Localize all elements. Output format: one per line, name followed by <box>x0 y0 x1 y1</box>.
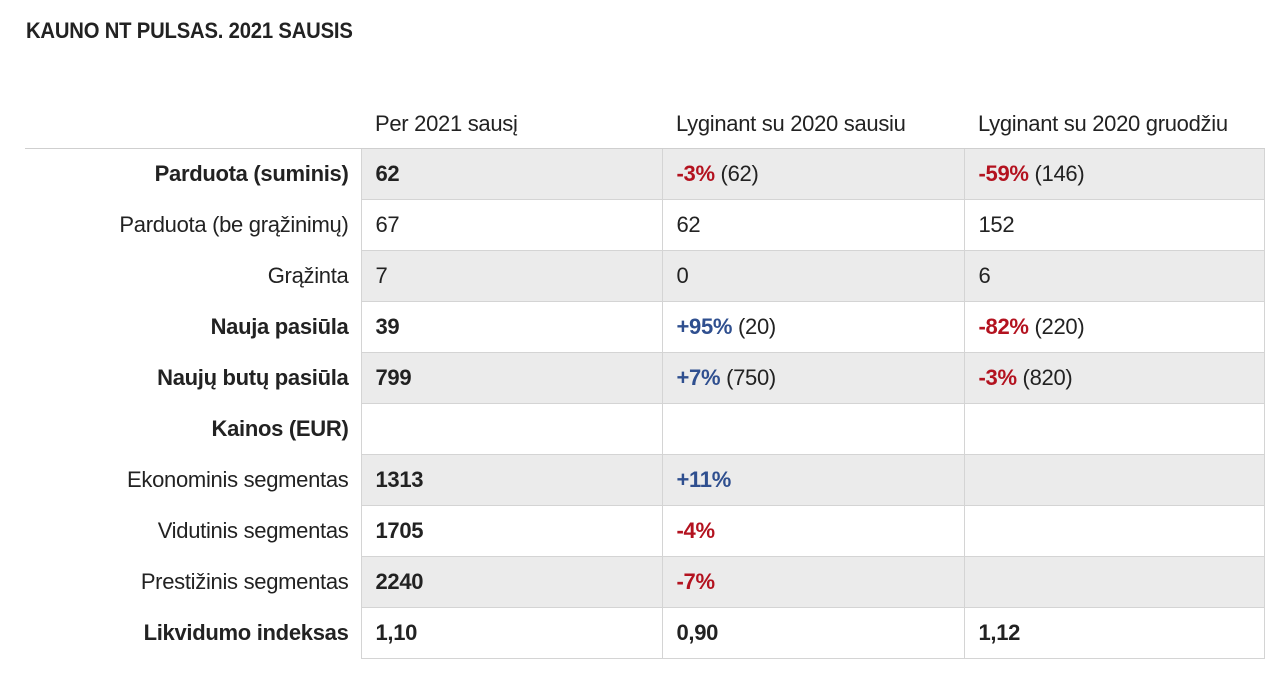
change-value: +11% <box>676 467 732 492</box>
change-value: +95% <box>676 314 733 339</box>
change-value: -3% <box>978 365 1018 390</box>
cell-current: 7 <box>360 250 663 302</box>
previous-value: (62) <box>720 161 759 186</box>
cell-vs-dec: 1,12 <box>963 607 1265 659</box>
page-title: KAUNO NT PULSAS. 2021 SAUSIS <box>26 18 353 43</box>
cell-vs-dec: -59% (146) <box>963 148 1265 200</box>
row-label: Nauja pasiūla <box>25 301 361 353</box>
change-value: -4% <box>676 518 716 543</box>
cell-vs-dec: -3% (820) <box>963 352 1265 404</box>
table-row: Ekonominis segmentas 1313 +11% <box>25 454 1265 506</box>
cell-vs-dec <box>963 505 1265 557</box>
cell-current: 39 <box>360 301 663 353</box>
row-label: Likvidumo indeksas <box>25 607 361 659</box>
cell-vs-jan: -3% (62) <box>661 148 965 200</box>
column-header-current: Per 2021 sausį <box>361 100 662 149</box>
cell-vs-jan: 0,90 <box>661 607 965 659</box>
previous-value: (20) <box>738 314 776 339</box>
change-value: -82% <box>978 314 1029 339</box>
previous-value: (820) <box>1022 365 1073 390</box>
cell-vs-jan: +95% (20) <box>661 301 965 353</box>
cell-vs-jan: 0 <box>661 250 965 302</box>
row-label: Naujų butų pasiūla <box>25 352 361 404</box>
cell-current: 62 <box>360 148 663 200</box>
previous-value: (146) <box>1034 161 1085 186</box>
previous-value: (750) <box>726 365 776 390</box>
table-row: Likvidumo indeksas 1,10 0,90 1,12 <box>25 607 1265 659</box>
change-value: -7% <box>676 569 716 594</box>
row-label: Kainos (EUR) <box>25 403 361 455</box>
change-value: +7% <box>676 365 721 390</box>
stats-table: Per 2021 sausį Lyginant su 2020 sausiu L… <box>25 100 1265 659</box>
table-row: Kainos (EUR) <box>25 403 1265 455</box>
cell-current <box>360 403 663 455</box>
cell-current: 1705 <box>360 505 663 557</box>
table-row: Parduota (suminis) 62 -3% (62) -59% (146… <box>25 148 1265 200</box>
cell-vs-dec: -82% (220) <box>963 301 1265 353</box>
cell-vs-dec: 152 <box>963 199 1265 251</box>
table-header-row: Per 2021 sausį Lyginant su 2020 sausiu L… <box>25 100 1264 149</box>
table-row: Grąžinta 7 0 6 <box>25 250 1265 302</box>
cell-vs-jan: +11% <box>661 454 965 506</box>
cell-vs-jan: 62 <box>661 199 965 251</box>
previous-value: (220) <box>1034 314 1085 339</box>
cell-vs-jan: -4% <box>661 505 965 557</box>
row-label: Parduota (suminis) <box>25 148 361 200</box>
cell-vs-jan: -7% <box>661 556 965 608</box>
cell-current: 799 <box>360 352 663 404</box>
table-row: Vidutinis segmentas 1705 -4% <box>25 505 1265 557</box>
cell-current: 1313 <box>360 454 663 506</box>
table-row: Naujų butų pasiūla 799 +7% (750) -3% (82… <box>25 352 1265 404</box>
row-label: Ekonominis segmentas <box>25 454 361 506</box>
cell-current: 1,10 <box>360 607 663 659</box>
cell-vs-dec: 6 <box>963 250 1265 302</box>
cell-vs-jan: +7% (750) <box>661 352 965 404</box>
column-header-label <box>25 100 361 149</box>
cell-vs-dec <box>963 454 1265 506</box>
row-label: Vidutinis segmentas <box>25 505 361 557</box>
table-row: Prestižinis segmentas 2240 -7% <box>25 556 1265 608</box>
change-value: -3% <box>676 161 716 186</box>
cell-vs-jan <box>661 403 965 455</box>
column-header-vs-jan-2020: Lyginant su 2020 sausiu <box>662 100 964 149</box>
cell-vs-dec <box>963 403 1265 455</box>
row-label: Grąžinta <box>25 250 361 302</box>
change-value: -59% <box>978 161 1029 186</box>
column-header-vs-dec-2020: Lyginant su 2020 gruodžiu <box>964 100 1264 149</box>
cell-current: 67 <box>360 199 663 251</box>
cell-current: 2240 <box>360 556 663 608</box>
row-label: Parduota (be grąžinimų) <box>25 199 361 251</box>
table-row: Nauja pasiūla 39 +95% (20) -82% (220) <box>25 301 1265 353</box>
row-label: Prestižinis segmentas <box>25 556 361 608</box>
cell-vs-dec <box>963 556 1265 608</box>
table-row: Parduota (be grąžinimų) 67 62 152 <box>25 199 1265 251</box>
